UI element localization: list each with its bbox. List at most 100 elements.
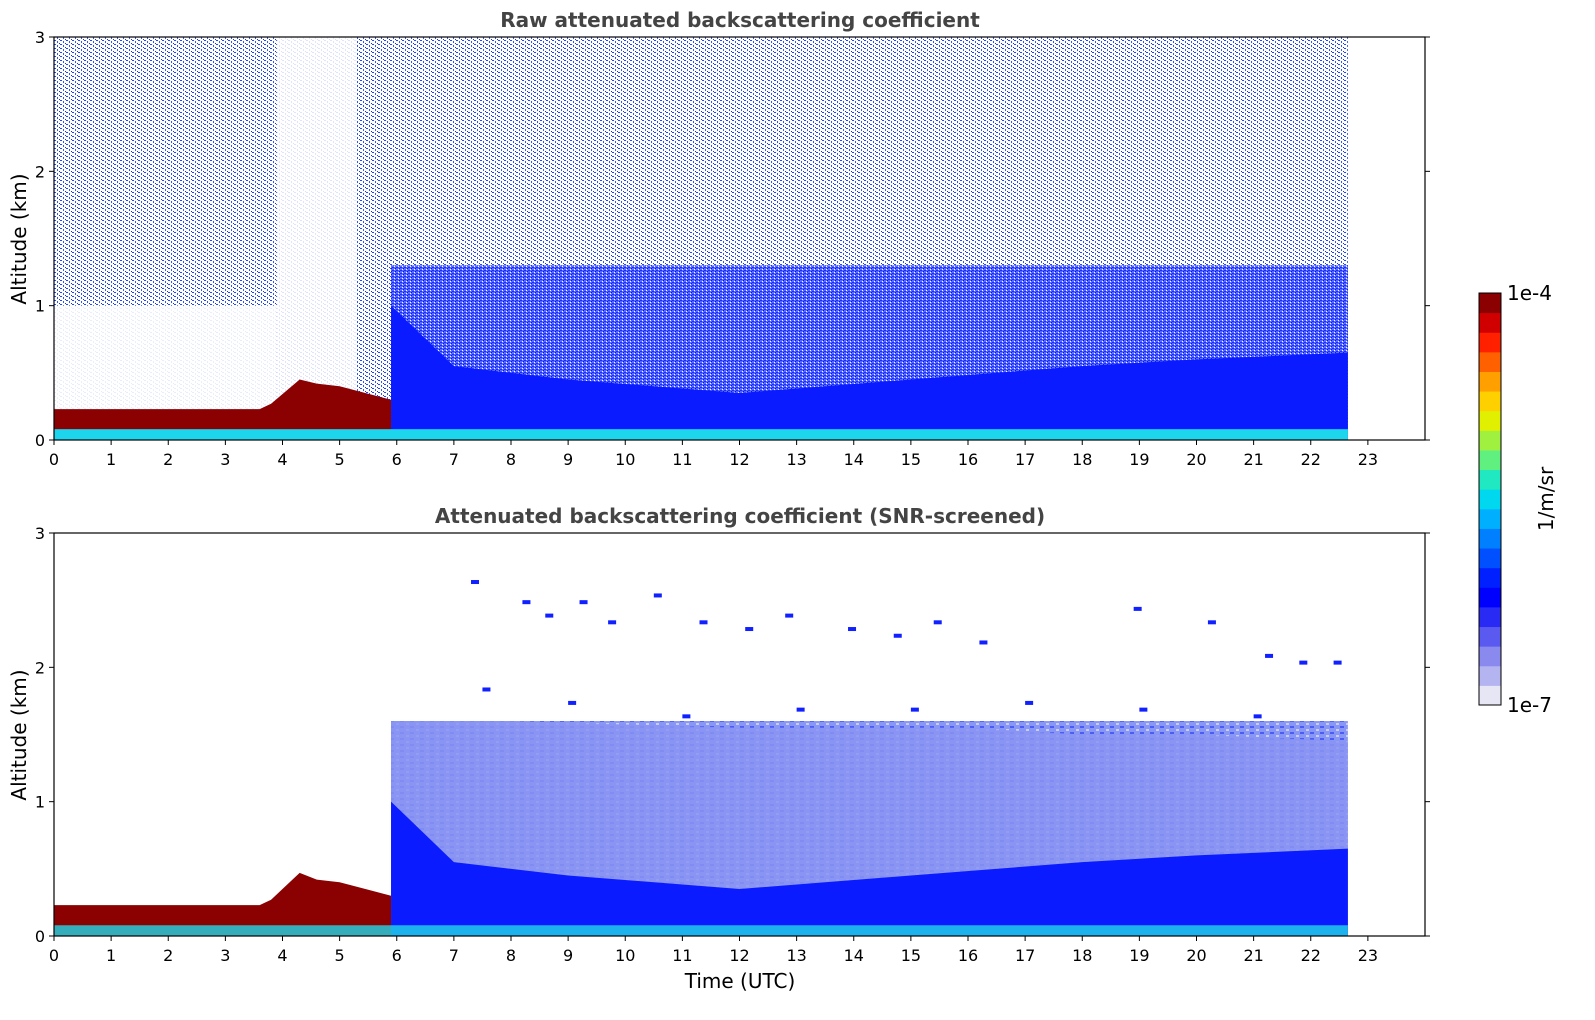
x-tick-label: 2 (163, 450, 173, 469)
x-tick-label: 12 (729, 946, 749, 965)
colorbar-swatch (1479, 449, 1501, 471)
panel-raw-heatmap (54, 37, 1348, 440)
x-tick-label: 7 (449, 450, 459, 469)
speckle (785, 613, 794, 618)
x-tick-label: 18 (1072, 450, 1092, 469)
x-tick-label: 23 (1358, 450, 1378, 469)
x-tick-label: 8 (506, 946, 516, 965)
x-tick-label: 2 (163, 946, 173, 965)
panel-raw-y-axis: 0 1 2 3 (35, 28, 1430, 450)
colorbar-swatch (1479, 685, 1501, 706)
panel-raw-ylabel: Altitude (km) (7, 173, 31, 304)
x-tick-label: 6 (392, 946, 402, 965)
x-tick-label: 17 (1015, 946, 1035, 965)
colorbar-swatch (1479, 587, 1501, 608)
speckle (579, 600, 588, 605)
surface-band (54, 429, 1348, 440)
colorbar-swatch (1479, 391, 1501, 412)
speckle (482, 687, 491, 692)
speckle (545, 613, 554, 618)
y-tick-label: 0 (35, 431, 45, 450)
x-tick-label: 16 (958, 450, 978, 469)
speckle (1265, 653, 1274, 658)
colorbar-swatch (1479, 567, 1501, 588)
panel-raw-x-axis: 0 1 2 3 4 5 6 7 8 9 10 11 12 13 14 15 16 17 18 19 20 21 22 23 (49, 440, 1378, 469)
x-tick-label: 21 (1243, 946, 1263, 965)
speckle (522, 600, 531, 605)
x-tick-label: 15 (901, 450, 921, 469)
panel-raw: Raw attenuated backscattering coefficien… (7, 8, 1430, 469)
speckle (699, 620, 708, 625)
x-tick-label: 18 (1072, 946, 1092, 965)
x-tick-label: 13 (786, 450, 806, 469)
x-tick-label: 10 (615, 946, 635, 965)
speckle (1139, 707, 1148, 712)
x-tick-label: 10 (615, 450, 635, 469)
speckle (893, 633, 902, 638)
x-tick-label: 14 (844, 450, 864, 469)
x-tick-label: 11 (672, 946, 692, 965)
y-tick-label: 1 (35, 793, 45, 812)
colorbar-unit-label: 1/m/sr (1534, 466, 1558, 531)
x-tick-label: 5 (335, 946, 345, 965)
x-tick-label: 0 (49, 946, 59, 965)
x-tick-label: 23 (1358, 946, 1378, 965)
panel-screened: Attenuated backscattering coefficient (S… (7, 504, 1430, 993)
x-tick-label: 19 (1129, 450, 1149, 469)
speckle (653, 593, 662, 598)
x-tick-label: 17 (1015, 450, 1035, 469)
colorbar-swatch (1479, 351, 1501, 372)
speckle (1207, 620, 1216, 625)
surface-band (54, 925, 1348, 936)
x-tick-label: 21 (1243, 450, 1263, 469)
x-tick-label: 8 (506, 450, 516, 469)
colorbar-frame (1478, 292, 1502, 706)
x-tick-label: 16 (958, 946, 978, 965)
cloud-gap (276, 37, 357, 440)
speckle (1025, 700, 1034, 705)
colorbar-swatch (1479, 646, 1501, 667)
x-tick-label: 11 (672, 450, 692, 469)
x-tick-label: 4 (277, 450, 287, 469)
colorbar-swatch (1479, 332, 1501, 353)
speckle (933, 620, 942, 625)
colorbar-swatch (1479, 528, 1501, 549)
x-tick-label: 4 (277, 946, 287, 965)
x-tick-label: 19 (1129, 946, 1149, 965)
colorbar-swatch (1479, 626, 1501, 647)
x-tick-label: 7 (449, 946, 459, 965)
colorbar-swatch (1479, 430, 1501, 451)
speckle (745, 627, 754, 632)
x-tick-label: 6 (392, 450, 402, 469)
colorbar-swatch (1479, 606, 1501, 628)
colorbar-swatch (1479, 469, 1501, 490)
layer-aerosol-layer (391, 305, 1348, 440)
speckle (1333, 660, 1342, 665)
colorbar-swatch (1479, 665, 1501, 686)
layer-nocturnal-boundary-layer-strong- (54, 379, 392, 440)
x-tick-label: 3 (220, 946, 230, 965)
speckle (1299, 660, 1308, 665)
layer-aerosol-layer (391, 801, 1348, 936)
x-tick-label: 22 (1301, 450, 1321, 469)
y-tick-label: 3 (35, 28, 45, 47)
x-tick-label: 13 (786, 946, 806, 965)
x-tick-label: 1 (106, 946, 116, 965)
x-tick-label: 20 (1186, 946, 1206, 965)
panel-screened-heatmap (54, 580, 1348, 936)
colorbar-swatch (1479, 410, 1501, 431)
panel-screened-ylabel: Altitude (km) (7, 669, 31, 800)
x-tick-label: 15 (901, 946, 921, 965)
x-tick-label: 0 (49, 450, 59, 469)
x-tick-label: 1 (106, 450, 116, 469)
x-tick-label: 5 (335, 450, 345, 469)
colorbar-swatch (1479, 548, 1501, 569)
x-tick-label: 12 (729, 450, 749, 469)
x-tick-label: 20 (1186, 450, 1206, 469)
colorbar-swatch (1479, 312, 1501, 333)
y-tick-label: 2 (35, 162, 45, 181)
speckle (1253, 714, 1262, 719)
colorbar-swatch (1479, 371, 1501, 392)
speckle (568, 700, 577, 705)
